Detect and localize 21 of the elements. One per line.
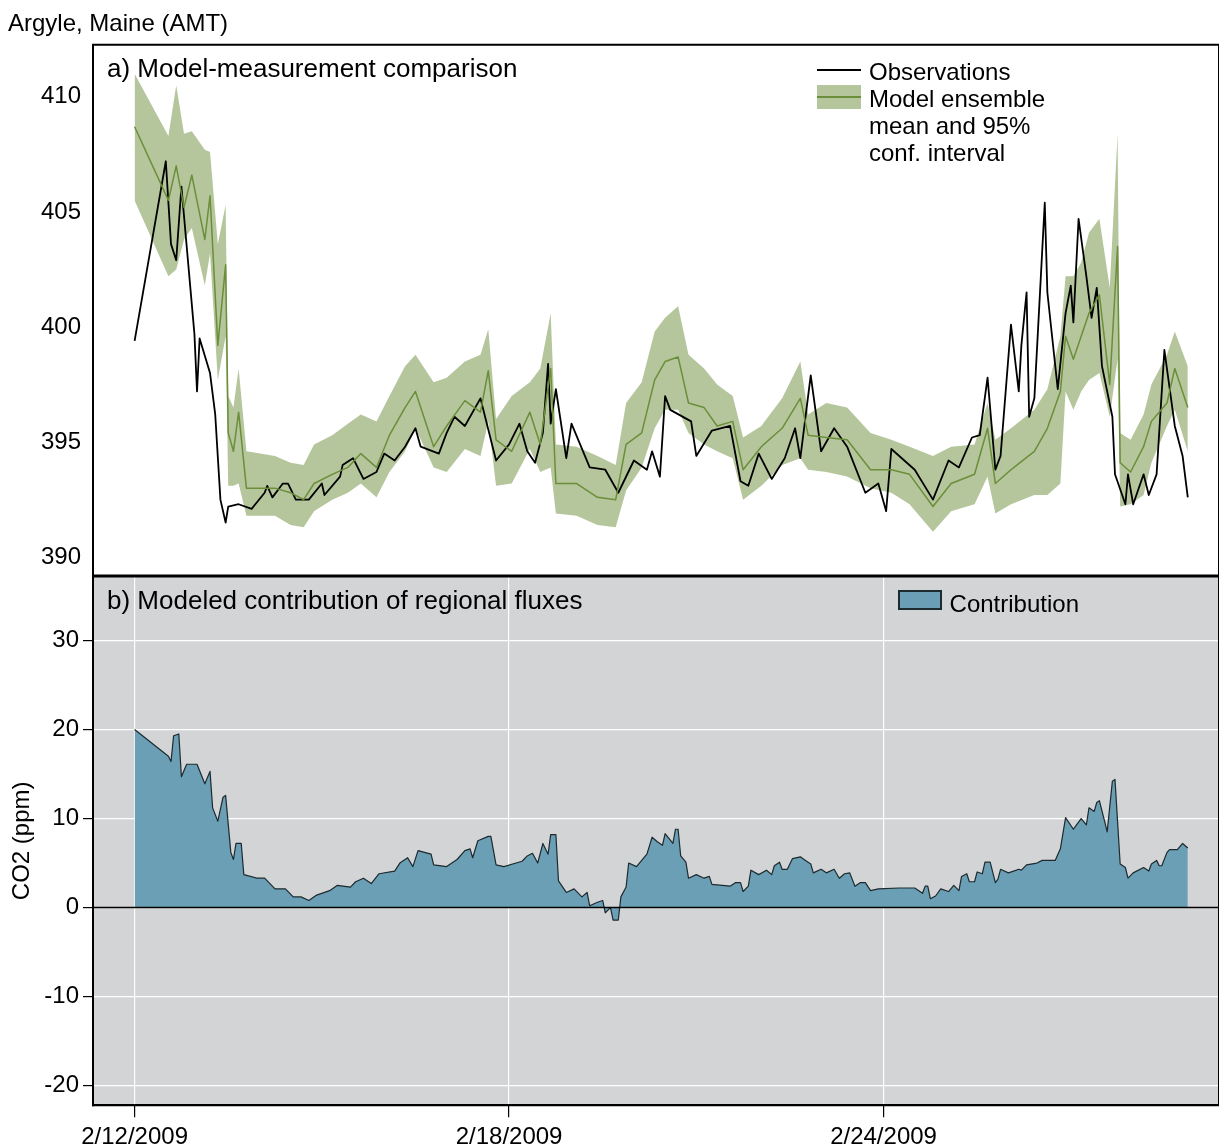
y-tick-label: -20	[44, 1070, 79, 1098]
y-tick-label: 10	[52, 803, 79, 831]
y-tick-label: 395	[40, 426, 81, 454]
y-tick-label: 0	[65, 892, 79, 920]
x-tick-label: 2/24/2009	[830, 1122, 937, 1148]
legend-label: Model ensemble mean and 95% conf. interval	[869, 85, 1047, 166]
y-tick-label: 390	[40, 541, 81, 569]
annotation: b) Modeled contribution of regional fluxes	[107, 584, 583, 615]
x-tick-label: 2/18/2009	[455, 1122, 563, 1148]
y-tick-label: -10	[44, 981, 79, 1009]
y-tick-label: 405	[40, 196, 81, 224]
y-axis-title: CO2 (ppm)	[7, 781, 35, 901]
x-tick-label: 2/12/2009	[81, 1122, 188, 1148]
legend-label: Contribution	[949, 590, 1079, 617]
legend-label: Observations	[869, 58, 1011, 85]
y-tick-label: 400	[40, 311, 81, 339]
annotation: a) Model-measurement comparison	[107, 52, 518, 83]
y-tick-label: 20	[52, 714, 79, 742]
chart-title: Argyle, Maine (AMT)	[8, 9, 229, 37]
y-tick-label: 30	[52, 625, 79, 653]
y-tick-label: 410	[40, 81, 81, 109]
